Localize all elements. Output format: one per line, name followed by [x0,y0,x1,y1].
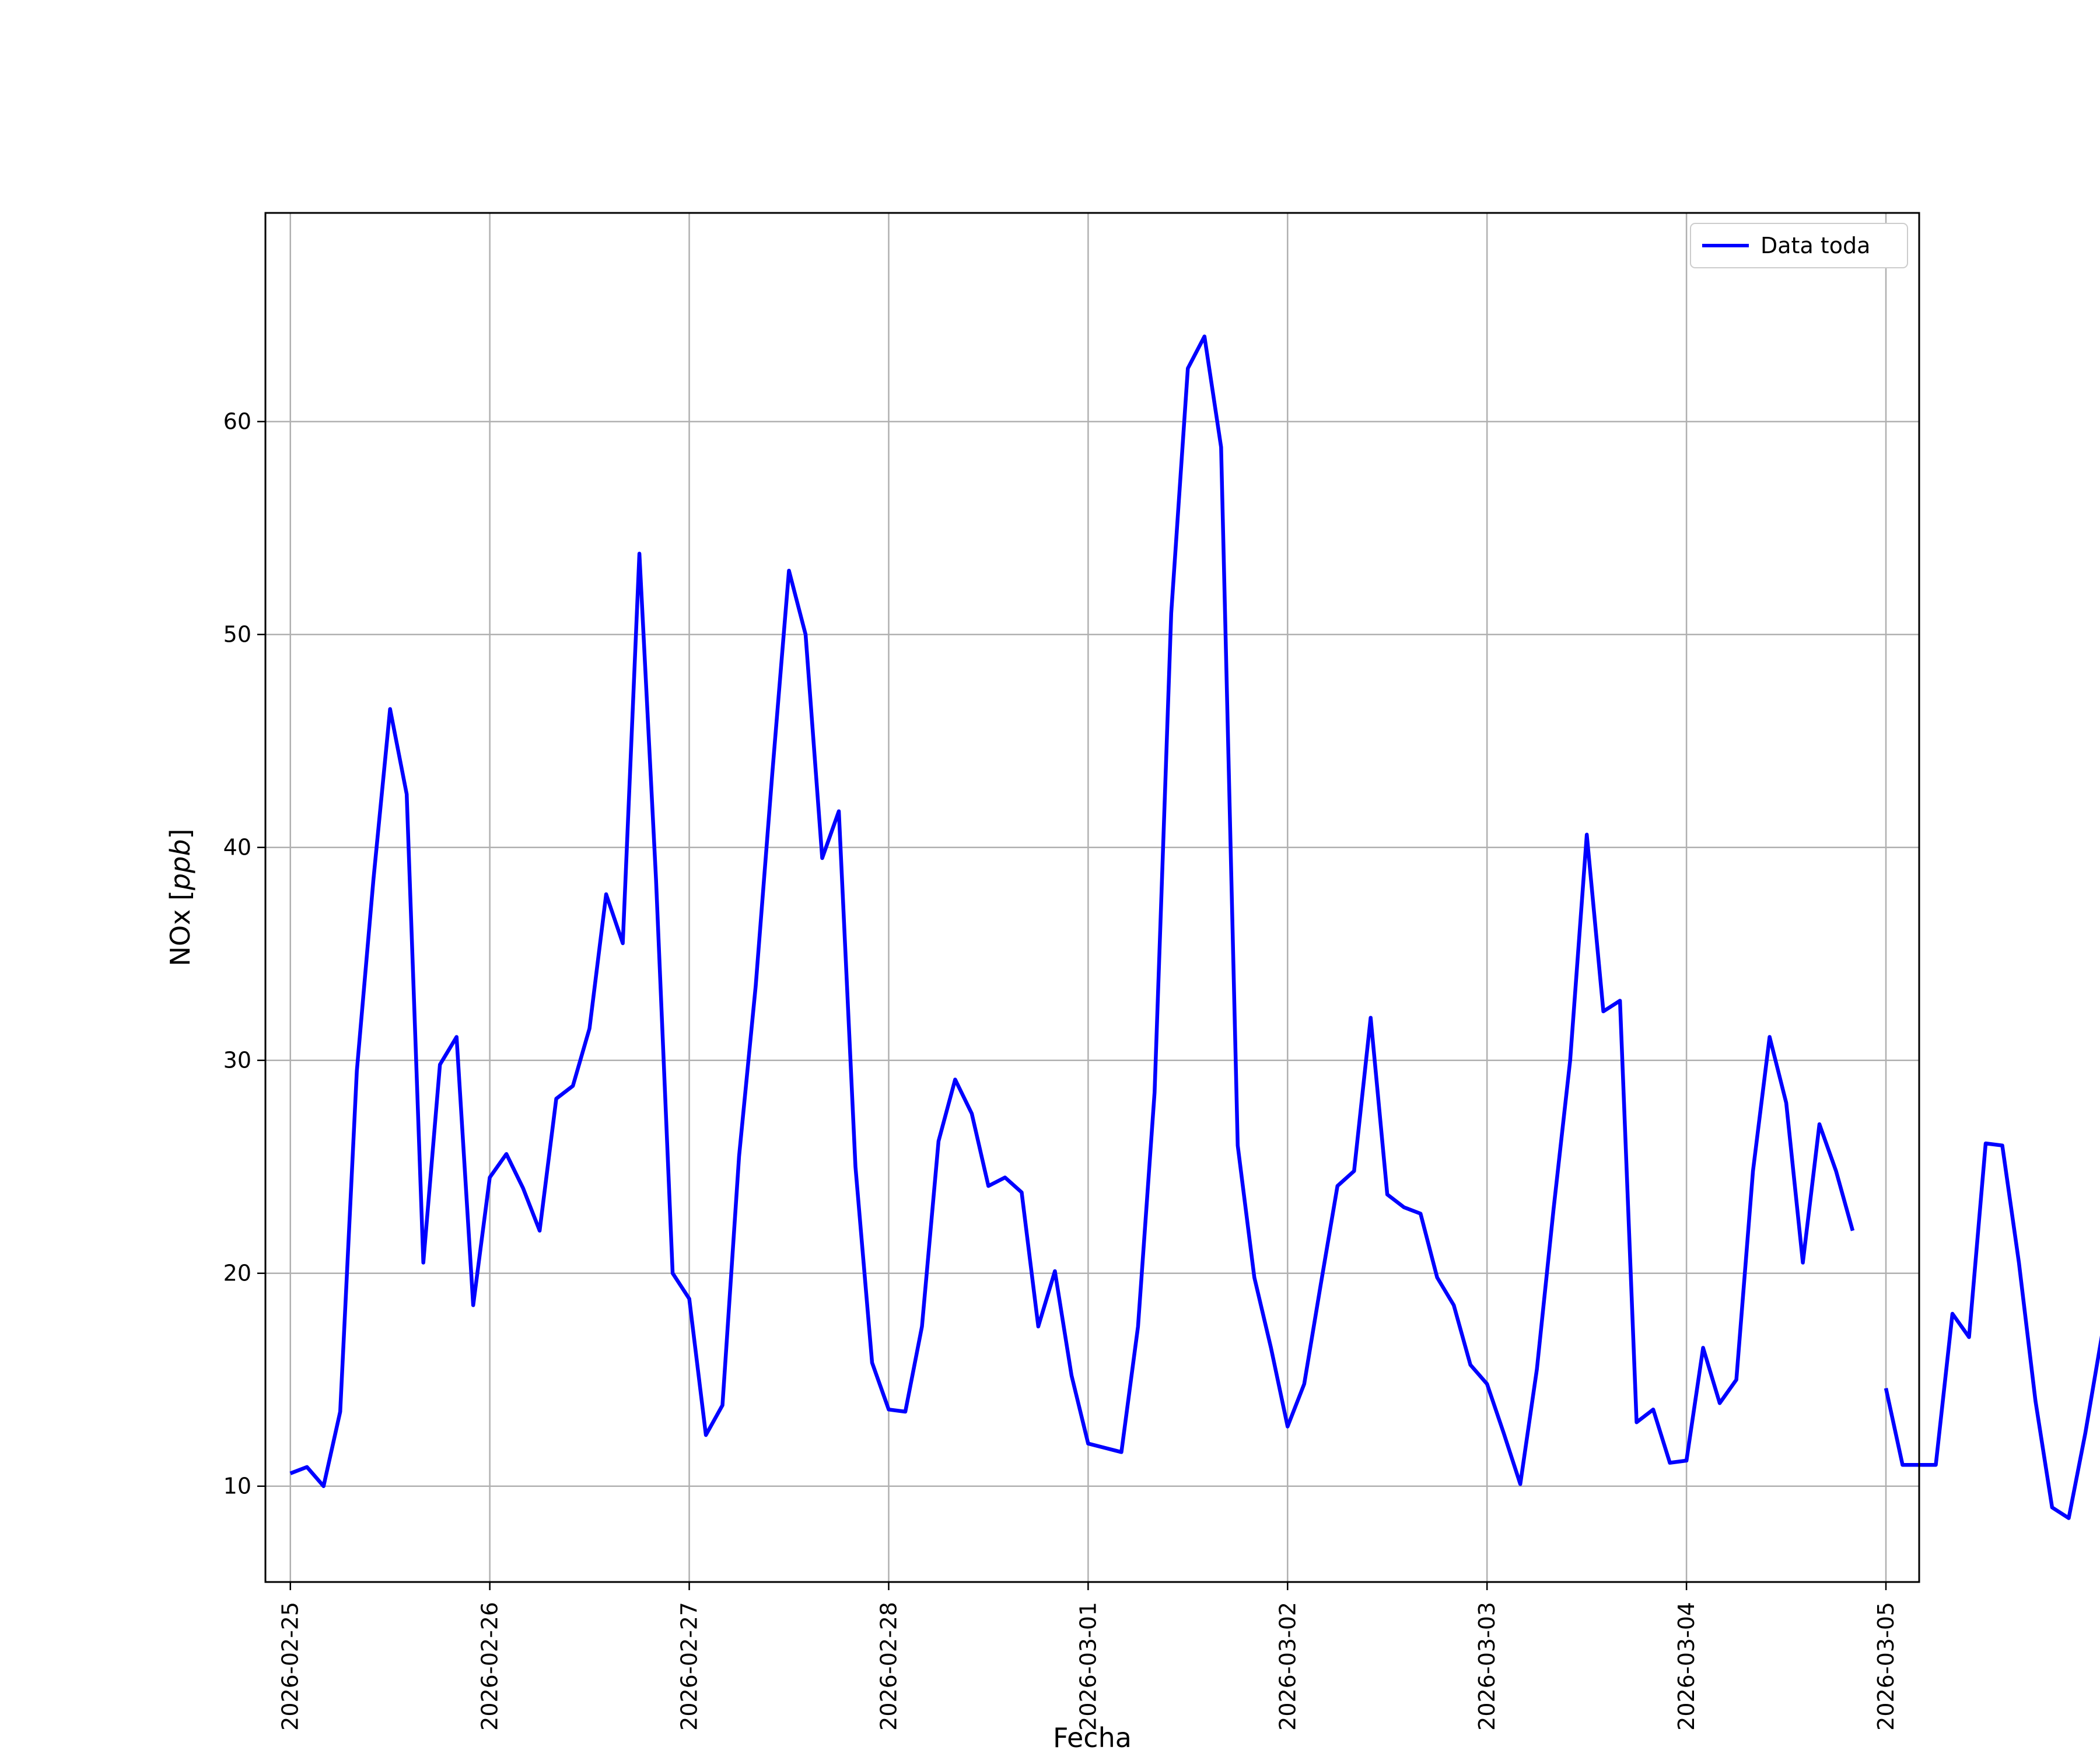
plot-frame [264,212,1920,1583]
x-tick-label: 2026-02-27 [677,1602,702,1731]
y-tick-label: 50 [223,622,251,648]
x-tick-label: 2026-03-05 [1873,1602,1899,1731]
x-tick-label: 2026-03-03 [1474,1602,1500,1731]
x-tick-label: 2026-02-25 [278,1602,303,1731]
grid-lines [265,213,1919,1582]
y-tick-label: 60 [223,409,251,435]
y-tick-label: 40 [223,835,251,860]
series-line [289,334,2100,1520]
y-axis-label: NOx [ppb] [164,829,196,967]
axis-ticks: 2026-02-25 2026-02-26 2026-02-27 2026-02-28… [223,409,1899,1731]
x-tick-label: 2026-03-01 [1075,1602,1101,1731]
y-axis-label-text: NOx [ [164,890,196,966]
legend-box [1690,223,1908,268]
y-axis-label-unit: ppb [164,839,196,891]
x-tick-label: 2026-03-02 [1275,1602,1300,1731]
x-tick-label: 2026-02-26 [477,1602,503,1731]
y-axis-label-close: ] [164,829,196,839]
y-tick-label: 20 [223,1261,251,1286]
x-axis-label: Fecha [1053,1722,1132,1750]
y-tick-label: 10 [223,1474,251,1499]
y-tick-label: 30 [223,1048,251,1073]
series-lines [289,334,2100,1520]
legend-label: Data toda [1760,233,1870,258]
legend: Data toda [1690,223,1908,268]
x-tick-label: 2026-03-04 [1674,1602,1699,1731]
x-tick-label: 2026-02-28 [876,1602,901,1731]
